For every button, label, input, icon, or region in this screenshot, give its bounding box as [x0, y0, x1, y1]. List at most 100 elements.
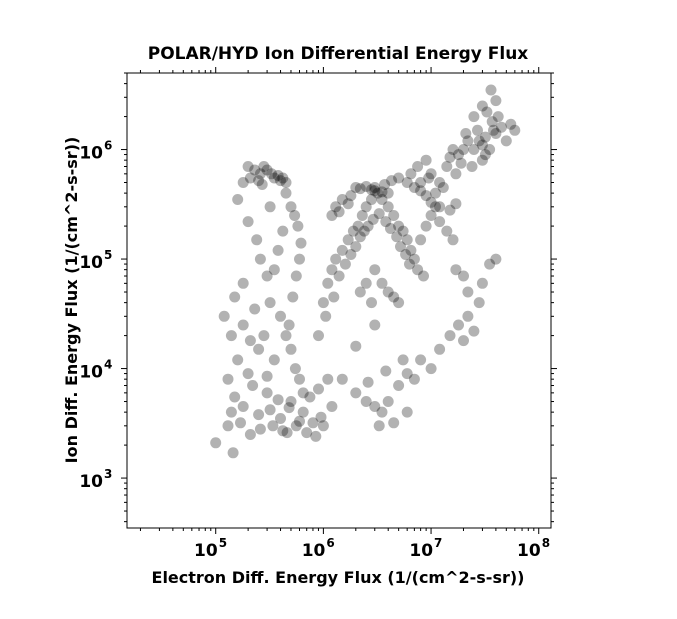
scatter-point [485, 84, 497, 96]
scatter-point [295, 237, 307, 249]
scatter-point [444, 330, 456, 342]
x-axis: 10 5 10 6 10 7 10 8 [139, 67, 550, 561]
scatter-point [317, 297, 329, 309]
scatter-point [358, 225, 370, 237]
y-tick-label: 10 [79, 144, 103, 164]
x-tick-label: 10 [409, 541, 433, 561]
y-tick-label: 10 [79, 363, 103, 383]
scatter-point [253, 175, 265, 187]
scatter-point [415, 354, 427, 366]
scatter-point [397, 354, 409, 366]
scatter-point [272, 394, 284, 406]
scatter-point [225, 406, 237, 418]
scatter-point [369, 401, 381, 412]
scatter-point [476, 154, 488, 166]
scatter-point [281, 427, 293, 439]
scatter-point [283, 319, 295, 331]
scatter-point [315, 411, 327, 423]
scatter-point [373, 208, 385, 220]
scatter-point [458, 270, 469, 282]
scatter-point [342, 198, 354, 210]
scatter-point [420, 220, 432, 232]
scatter-point [473, 297, 485, 309]
scatter-point [336, 373, 348, 385]
x-axis-label: Electron Diff. Energy Flux (1/(cm^2-s-sr… [152, 568, 525, 587]
scatter-point [218, 310, 230, 322]
scatter-point [380, 365, 392, 377]
scatter-point [268, 172, 280, 184]
scatter-point [405, 244, 417, 256]
scatter-point [420, 154, 432, 166]
scatter-point [476, 139, 488, 151]
scatter-point [412, 161, 424, 172]
scatter-point [434, 343, 446, 355]
scatter-point [227, 447, 239, 459]
scatter-point [356, 210, 368, 221]
y-tick-exponent: 6 [104, 139, 112, 153]
scatter-point [495, 121, 507, 133]
scatter-point [330, 253, 342, 265]
scatter-point [369, 185, 381, 197]
scatter-point [366, 184, 377, 196]
scatter-point [294, 253, 305, 265]
scatter-point [423, 172, 435, 184]
y-tick-exponent: 5 [104, 248, 112, 262]
scatter-point [401, 406, 413, 418]
scatter-point [391, 231, 403, 243]
scatter-point [345, 249, 357, 260]
scatter-point [264, 201, 276, 213]
scatter-point [290, 420, 302, 432]
scatter-point [261, 370, 273, 382]
scatter-point [304, 391, 316, 403]
scatter-point [249, 164, 261, 176]
scatter-point [369, 264, 381, 276]
scatter-point [462, 135, 474, 147]
scatter-point [476, 277, 488, 289]
scatter-point [369, 319, 381, 331]
scatter-point [479, 149, 491, 161]
scatter-point [354, 183, 366, 195]
scatter-point [301, 427, 313, 439]
scatter-point [261, 387, 273, 399]
scatter-point [455, 157, 467, 169]
scatter-point [244, 429, 256, 440]
scatter-point [376, 277, 388, 289]
scatter-point [261, 270, 273, 282]
x-tick-exponent: 7 [434, 536, 442, 550]
scatter-point [466, 161, 478, 172]
scatter-point [242, 216, 254, 228]
scatter-point [484, 144, 496, 155]
scatter-point [222, 420, 234, 432]
scatter-point [297, 387, 309, 399]
scatter-point [352, 220, 364, 232]
scatter-point [350, 340, 362, 352]
scatter-point [242, 161, 254, 172]
scatter-point [408, 373, 420, 385]
scatter-point [408, 182, 420, 193]
scatter-point [458, 335, 469, 347]
scatter-point [285, 201, 297, 213]
scatter-point [320, 310, 332, 322]
scatter-point [247, 380, 259, 391]
x-tick-exponent: 8 [542, 536, 550, 550]
scatter-point [289, 363, 301, 375]
scatter-point [430, 201, 441, 213]
scatter-point [313, 330, 324, 342]
scatter-point [350, 387, 362, 399]
scatter-point [405, 168, 417, 180]
scatter-point [401, 234, 413, 246]
scatter-point [347, 225, 359, 237]
scatter-point [425, 168, 437, 180]
scatter-point [450, 168, 462, 180]
scatter-point [373, 420, 385, 432]
scatter-point [393, 380, 405, 391]
scatter-point [380, 216, 392, 228]
scatter-point [462, 286, 474, 298]
scatter-point [444, 204, 456, 216]
scatter-point [453, 149, 464, 161]
scatter-point [289, 210, 301, 221]
scatter-point [447, 144, 459, 155]
scatter-point [256, 179, 268, 190]
scatter-point [283, 402, 295, 414]
